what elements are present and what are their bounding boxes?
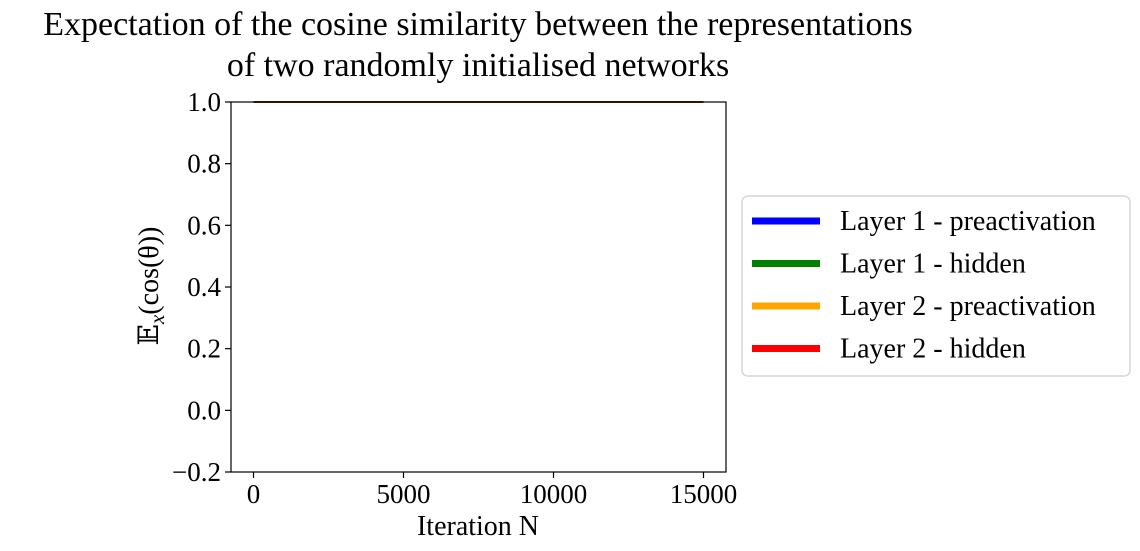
- y-tick-label: 0.2: [187, 334, 221, 364]
- x-axis: 0 5000 10000 15000: [247, 472, 738, 509]
- y-tick-label: 0.8: [187, 149, 221, 179]
- y-tick-label: 0.6: [187, 210, 221, 240]
- y-tick-label: 0.4: [187, 272, 221, 302]
- x-tick-label: 10000: [520, 479, 588, 509]
- x-tick-label: 5000: [377, 479, 431, 509]
- x-tick-label: 0: [247, 479, 261, 509]
- legend-label-1: Layer 1 - preactivation: [840, 206, 1096, 237]
- x-axis-label: Iteration N: [417, 511, 539, 542]
- y-axis-label-subscript: x: [145, 314, 169, 325]
- y-tick-label: 0.0: [187, 395, 221, 425]
- chart-title-line-1: Expectation of the cosine similarity bet…: [43, 6, 913, 43]
- y-tick-label: 1.0: [187, 87, 221, 117]
- legend: Layer 1 - preactivation Layer 1 - hidden L…: [741, 195, 1131, 377]
- legend-label-3: Layer 2 - preactivation: [840, 291, 1096, 322]
- y-axis-label-symbol: 𝔼: [134, 324, 165, 345]
- legend-label-2: Layer 1 - hidden: [840, 249, 1026, 280]
- legend-box: [741, 195, 1131, 377]
- y-tick-label: −0.2: [172, 457, 221, 487]
- chart-title-line-2: of two randomly initialised networks: [227, 47, 729, 84]
- plot-frame: [230, 101, 727, 473]
- y-axis: −0.2 0.0 0.2 0.4 0.6 0.8 1.0: [172, 87, 231, 487]
- x-tick-label: 15000: [670, 479, 738, 509]
- plot-area: [230, 101, 727, 473]
- y-axis-label-argument: (cos(θ)): [134, 227, 165, 315]
- legend-label-4: Layer 2 - hidden: [840, 334, 1026, 365]
- y-axis-label: 𝔼x(cos(θ)): [134, 227, 169, 346]
